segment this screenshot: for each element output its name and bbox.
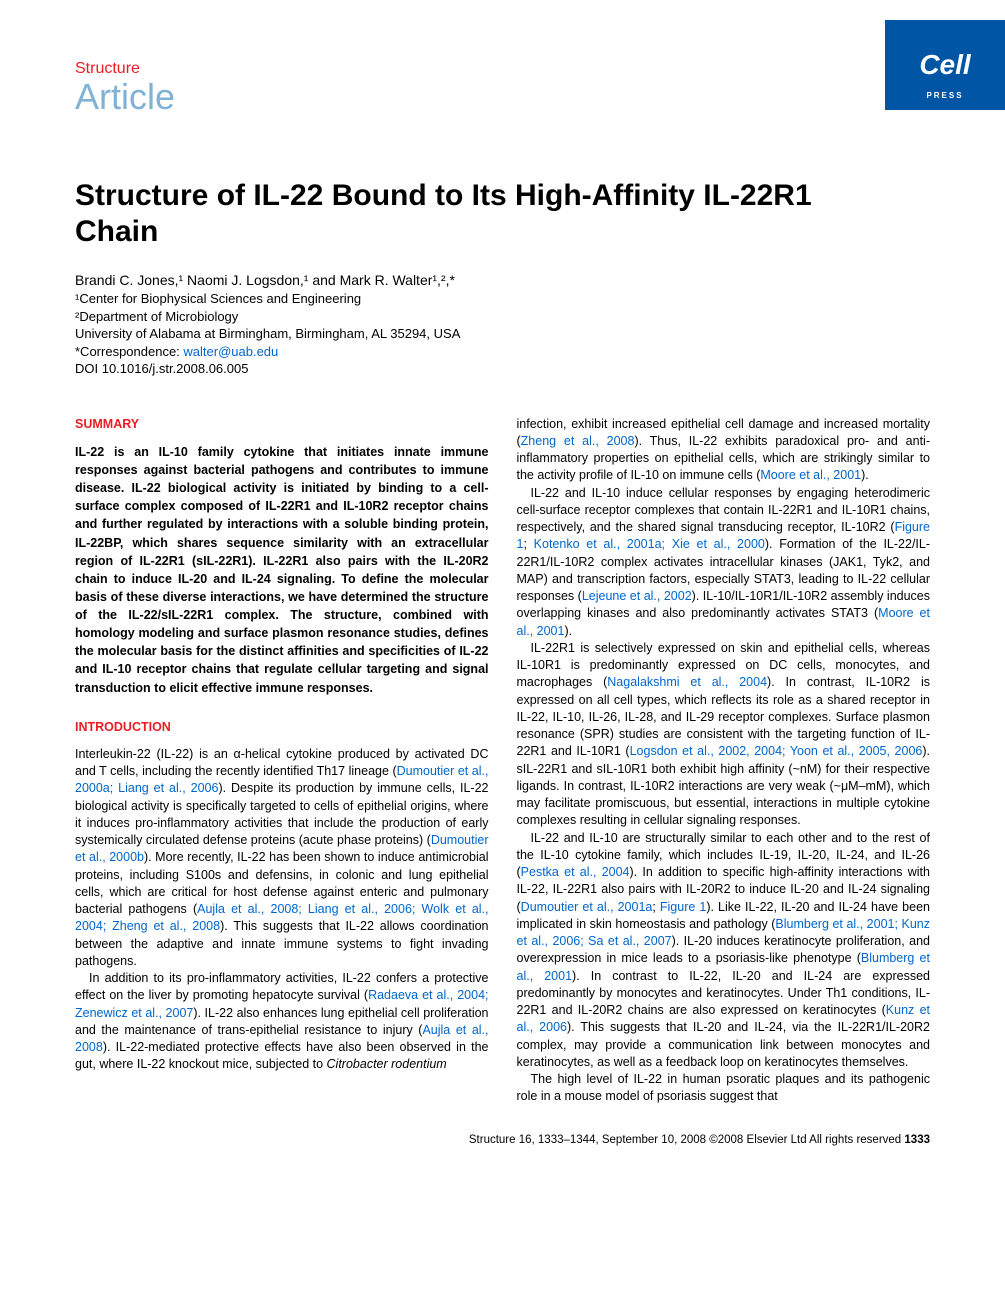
affiliation-2: ²Department of Microbiology [75, 308, 930, 326]
affiliation-1: ¹Center for Biophysical Sciences and Eng… [75, 290, 930, 308]
body-paragraph: IL-22 and IL-10 are structurally similar… [517, 830, 931, 1072]
intro-right-paragraphs: infection, exhibit increased epithelial … [517, 416, 931, 1106]
body-paragraph: infection, exhibit increased epithelial … [517, 416, 931, 485]
page-container: Cell PRESS Structure Article Structure o… [0, 0, 1005, 1186]
body-paragraph: IL-22 and IL-10 induce cellular response… [517, 485, 931, 640]
article-title: Structure of IL-22 Bound to Its High-Aff… [75, 178, 835, 250]
correspondence-email[interactable]: walter@uab.edu [183, 344, 278, 359]
correspondence-label: *Correspondence: [75, 344, 183, 359]
summary-heading: SUMMARY [75, 416, 489, 433]
cell-badge-label: Cell [919, 49, 970, 81]
footer-text: Structure 16, 1333–1344, September 10, 2… [469, 1134, 905, 1146]
article-type: Article [75, 76, 930, 118]
affiliation-3: University of Alabama at Birmingham, Bir… [75, 325, 930, 343]
authors-line: Brandi C. Jones,¹ Naomi J. Logsdon,¹ and… [75, 272, 930, 288]
two-column-body: SUMMARY IL-22 is an IL-10 family cytokin… [75, 416, 930, 1106]
page-footer: Structure 16, 1333–1344, September 10, 2… [75, 1134, 930, 1146]
introduction-heading: INTRODUCTION [75, 719, 489, 736]
page-number: 1333 [904, 1134, 930, 1146]
right-column: infection, exhibit increased epithelial … [517, 416, 931, 1106]
cell-badge-sub: PRESS [926, 91, 963, 100]
intro-left-paragraphs: Interleukin-22 (IL-22) is an α-helical c… [75, 746, 489, 1074]
body-paragraph: Interleukin-22 (IL-22) is an α-helical c… [75, 746, 489, 970]
body-paragraph: The high level of IL-22 in human psorati… [517, 1071, 931, 1106]
body-paragraph: In addition to its pro-inflammatory acti… [75, 970, 489, 1074]
correspondence-line: *Correspondence: walter@uab.edu [75, 343, 930, 361]
body-paragraph: IL-22R1 is selectively expressed on skin… [517, 640, 931, 830]
left-column: SUMMARY IL-22 is an IL-10 family cytokin… [75, 416, 489, 1106]
cell-press-badge: Cell PRESS [885, 20, 1005, 110]
summary-text: IL-22 is an IL-10 family cytokine that i… [75, 443, 489, 697]
affiliations: ¹Center for Biophysical Sciences and Eng… [75, 290, 930, 378]
doi-line: DOI 10.1016/j.str.2008.06.005 [75, 360, 930, 378]
